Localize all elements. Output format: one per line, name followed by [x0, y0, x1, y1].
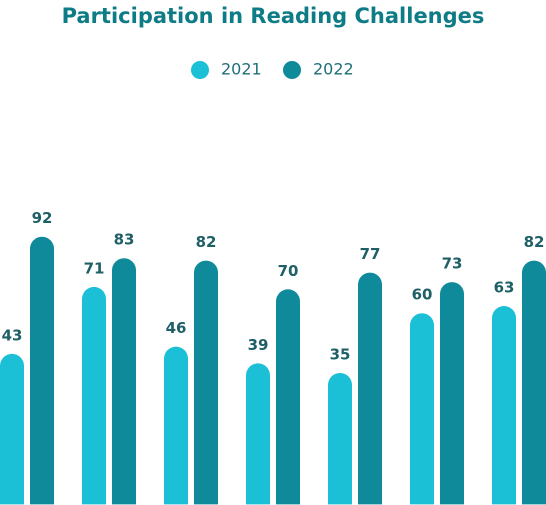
legend-label: 2021	[221, 60, 262, 79]
bar	[358, 272, 382, 505]
value-label: 43	[2, 326, 23, 344]
value-label: 35	[330, 345, 351, 363]
value-label: 63	[494, 279, 515, 297]
value-label: 77	[360, 245, 381, 263]
legend-marker	[283, 61, 301, 79]
bar	[0, 353, 24, 505]
value-label: 71	[84, 259, 105, 277]
bar	[112, 258, 136, 505]
chart-title: Participation in Reading Challenges	[62, 4, 485, 28]
value-label: 92	[32, 209, 53, 227]
value-label: 60	[412, 286, 433, 304]
value-label: 82	[524, 233, 545, 251]
bar	[276, 289, 300, 505]
bar	[328, 372, 352, 505]
bar	[440, 282, 464, 505]
bar	[194, 260, 218, 505]
value-label: 39	[248, 336, 269, 354]
bar	[492, 306, 516, 505]
bar	[246, 363, 270, 505]
bar	[164, 346, 188, 505]
legend-label: 2022	[313, 60, 354, 79]
bar	[30, 236, 54, 505]
bar	[410, 313, 434, 505]
legend-marker	[191, 61, 209, 79]
value-label: 70	[278, 262, 299, 280]
value-label: 46	[166, 319, 187, 337]
value-label: 82	[196, 233, 217, 251]
bar	[522, 260, 546, 505]
value-label: 83	[114, 231, 135, 249]
bar	[82, 286, 106, 505]
value-label: 73	[442, 255, 463, 273]
